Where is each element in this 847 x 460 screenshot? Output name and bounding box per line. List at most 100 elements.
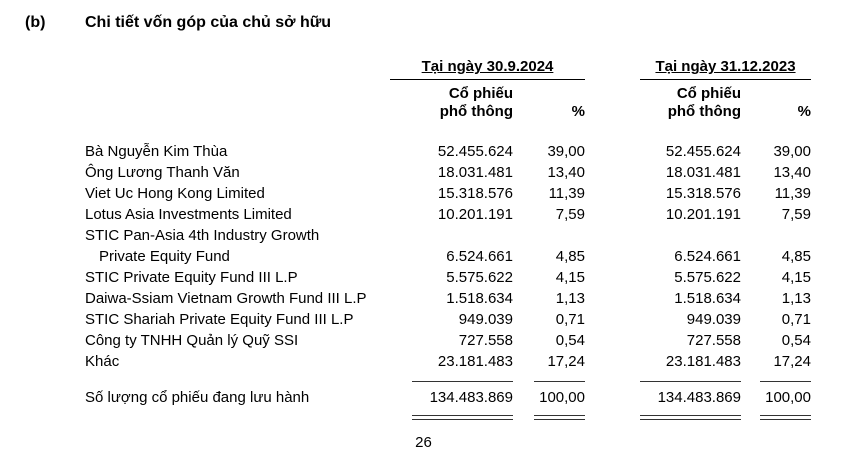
period-label-2024: Tại ngày 30.9.2024 [421, 58, 554, 75]
table-row: Bà Nguyễn Kim Thùa 52.455.624 39,00 52.455.… [85, 141, 811, 162]
column-gap [585, 225, 640, 246]
table-row: Công ty TNHH Quản lý Quỹ SSI 727.558 0,54 7… [85, 330, 811, 351]
empty-header-cell [85, 57, 390, 80]
row-label: Bà Nguyễn Kim Thùa [85, 143, 228, 160]
column-gap [585, 141, 640, 162]
period-header-2023: Tại ngày 31.12.2023 [640, 57, 811, 80]
percent-value-2023: 1,13 [781, 290, 811, 307]
column-gap [585, 408, 640, 420]
percent-value-2023: 4,85 [781, 248, 811, 265]
shares-value-2024: 6.524.661 [446, 248, 513, 265]
table-body: Bà Nguyễn Kim Thùa 52.455.624 39,00 52.455.… [85, 141, 811, 420]
percent-value-2023: 0,71 [781, 311, 811, 328]
percent-value-2023: 7,59 [781, 206, 811, 223]
row-label: Ông Lương Thanh Văn [85, 164, 240, 181]
row-label: Khác [85, 353, 120, 370]
empty-cell [85, 408, 390, 420]
column-gap [585, 382, 640, 408]
column-gap [585, 351, 640, 372]
shares-value-2023: 18.031.481 [665, 164, 741, 181]
shares-value-2024: 10.201.191 [437, 206, 513, 223]
row-label: Daiwa-Ssiam Vietnam Growth Fund III L.P [85, 290, 367, 307]
row-label: Viet Uc Hong Kong Limited [85, 185, 265, 202]
period-label-2023: Tại ngày 31.12.2023 [655, 58, 796, 75]
double-rule-row [85, 408, 811, 420]
table-row: Lotus Asia Investments Limited 10.201.191… [85, 204, 811, 225]
percent-value-2024: 11,39 [548, 185, 585, 202]
shares-value-2023: 6.524.661 [674, 248, 741, 265]
total-shares-2024: 134.483.869 [429, 389, 513, 406]
double-rule-row-segment [760, 415, 811, 420]
percent-value-2023: 17,24 [773, 353, 811, 370]
section-label: (b) [25, 14, 46, 31]
section-heading: (b) Chi tiết vốn góp của chủ sở hữu [0, 13, 847, 32]
percent-value-2024: 1,13 [555, 290, 585, 307]
percent-value-2023: 39,00 [773, 143, 811, 160]
shares-value-2024: 727.558 [458, 332, 513, 349]
shares-value-2024: 15.318.576 [437, 185, 513, 202]
separator-rule-row-segment [412, 381, 513, 382]
shares-column-header-2023: Cổ phiếu phổ thông [667, 85, 741, 120]
row-label: Công ty TNHH Quản lý Quỹ SSI [85, 332, 299, 349]
column-header-row: Cổ phiếu phổ thông % Cổ phiếu phổ thông % [85, 80, 811, 142]
total-shares-2023: 134.483.869 [657, 389, 741, 406]
shares-value-2023: 52.455.624 [665, 143, 741, 160]
separator-rule-row-segment [760, 381, 811, 382]
percent-value-2023: 4,15 [781, 269, 811, 286]
column-gap [585, 372, 640, 382]
percent-value-2024 [513, 225, 585, 246]
row-label: STIC Shariah Private Equity Fund III L.P [85, 311, 354, 328]
shares-value-2024: 949.039 [458, 311, 513, 328]
shares-value-2023: 10.201.191 [665, 206, 741, 223]
empty-header-cell [85, 80, 390, 142]
separator-rule-row-segment [640, 381, 741, 382]
table-row: Viet Uc Hong Kong Limited 15.318.576 11,39… [85, 183, 811, 204]
table-row: Khác 23.181.483 17,24 23.181.483 17,24 [85, 351, 811, 372]
separator-rule-row [85, 372, 811, 382]
column-gap [585, 309, 640, 330]
percent-column-header-2023: % [797, 103, 811, 120]
shares-value-2024 [390, 225, 513, 246]
shares-value-2023 [640, 225, 741, 246]
shares-value-2023: 15.318.576 [665, 185, 741, 202]
total-label: Số lượng cổ phiếu đang lưu hành [85, 389, 310, 406]
shares-value-2023: 5.575.622 [674, 269, 741, 286]
shares-value-2024: 52.455.624 [437, 143, 513, 160]
row-label: Lotus Asia Investments Limited [85, 206, 292, 223]
empty-cell [85, 372, 390, 382]
double-rule-row-segment [640, 415, 741, 420]
table-row: Private Equity Fund 6.524.661 4,85 6.524.66… [85, 246, 811, 267]
column-gap [585, 246, 640, 267]
table-row: STIC Private Equity Fund III L.P 5.575.62… [85, 267, 811, 288]
period-header-row: Tại ngày 30.9.2024 Tại ngày 31.12.2023 [85, 57, 811, 80]
column-gap [585, 57, 640, 80]
table-row: STIC Pan-Asia 4th Industry Growth [85, 225, 811, 246]
percent-value-2024: 0,54 [555, 332, 585, 349]
column-gap [585, 267, 640, 288]
percent-value-2024: 13,40 [547, 164, 585, 181]
percent-value-2023: 11,39 [774, 185, 811, 202]
percent-value-2024: 4,15 [555, 269, 585, 286]
percent-column-header-2024: % [571, 103, 585, 120]
column-gap [585, 330, 640, 351]
percent-value-2023: 0,54 [781, 332, 811, 349]
column-gap [585, 204, 640, 225]
table-row: Ông Lương Thanh Văn 18.031.481 13,40 18.031… [85, 162, 811, 183]
shares-value-2023: 1.518.634 [674, 290, 741, 307]
total-percent-2023: 100,00 [765, 389, 811, 406]
shares-column-header-2024: Cổ phiếu phổ thông [439, 85, 513, 120]
percent-value-2024: 0,71 [555, 311, 585, 328]
shares-value-2024: 1.518.634 [446, 290, 513, 307]
row-label: STIC Pan-Asia 4th Industry Growth [85, 227, 320, 244]
percent-value-2023 [741, 225, 811, 246]
column-gap [585, 80, 640, 142]
column-gap [585, 288, 640, 309]
percent-value-2024: 4,85 [555, 248, 585, 265]
double-rule-row-segment [412, 415, 513, 420]
period-header-2024: Tại ngày 30.9.2024 [390, 57, 585, 80]
percent-value-2024: 7,59 [555, 206, 585, 223]
row-label: Private Equity Fund [99, 248, 230, 265]
shares-value-2023: 727.558 [686, 332, 741, 349]
table-row: STIC Shariah Private Equity Fund III L.P… [85, 309, 811, 330]
